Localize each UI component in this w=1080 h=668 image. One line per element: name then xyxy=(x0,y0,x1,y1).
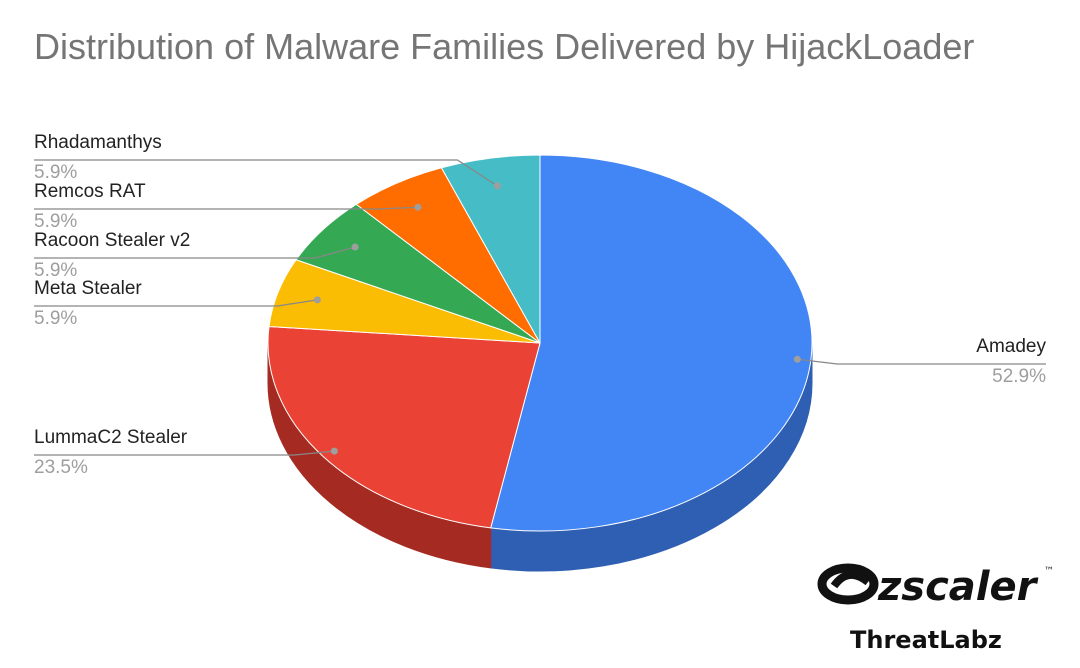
leader-dot-amadey xyxy=(793,355,801,363)
zscaler-logo: zscaler ™ ThreatLabz xyxy=(816,556,1056,656)
slice-value-rhadamanthys: 5.9% xyxy=(34,162,77,183)
slice-label-rhadamanthys: Rhadamanthys xyxy=(34,132,162,153)
slice-value-racoon-stealer-v2: 5.9% xyxy=(34,260,77,281)
slice-label-amadey: Amadey xyxy=(976,336,1046,357)
slice-value-meta-stealer: 5.9% xyxy=(34,308,77,329)
leader-dot-rhadamanthys xyxy=(493,182,501,190)
leader-dot-remcos-rat xyxy=(414,203,422,211)
pie-slice-lummac2-stealer xyxy=(267,325,541,529)
leader-line-lummac2-stealer xyxy=(34,450,335,456)
leader-lines xyxy=(34,159,1046,456)
leader-dot-lummac2-stealer xyxy=(330,447,338,455)
slice-value-lummac2-stealer: 23.5% xyxy=(34,457,88,478)
pie-slice-amadey xyxy=(490,154,813,532)
slice-value-remcos-rat: 5.9% xyxy=(34,211,77,232)
slice-label-remcos-rat: Remcos RAT xyxy=(34,181,146,202)
leader-dot-meta-stealer xyxy=(313,296,321,304)
slice-label-meta-stealer: Meta Stealer xyxy=(34,278,142,299)
slice-value-amadey: 52.9% xyxy=(992,366,1046,387)
cloud-icon xyxy=(817,563,879,605)
logo-wordmark: zscaler xyxy=(877,564,1039,610)
logo-tm: ™ xyxy=(1044,566,1054,577)
slice-labels: Amadey 52.9% LummaC2 Stealer 23.5% Meta Stea… xyxy=(34,132,1046,478)
leader-line-amadey xyxy=(797,358,1046,365)
slice-label-lummac2-stealer: LummaC2 Stealer xyxy=(34,427,188,448)
slice-label-racoon-stealer-v2: Racoon Stealer v2 xyxy=(34,230,190,251)
leader-dot-racoon-stealer-v2 xyxy=(351,243,359,251)
leader-line-meta-stealer xyxy=(34,299,318,307)
leader-line-remcos-rat xyxy=(34,206,418,210)
leader-line-racoon-stealer-v2 xyxy=(34,246,356,259)
pie-slice-rhadamanthys xyxy=(440,154,541,345)
chart-title: Distribution of Malware Families Deliver… xyxy=(34,26,975,67)
logo-subtitle: ThreatLabz xyxy=(850,626,1002,654)
leader-line-rhadamanthys xyxy=(34,159,498,187)
pie-slices xyxy=(267,154,813,532)
